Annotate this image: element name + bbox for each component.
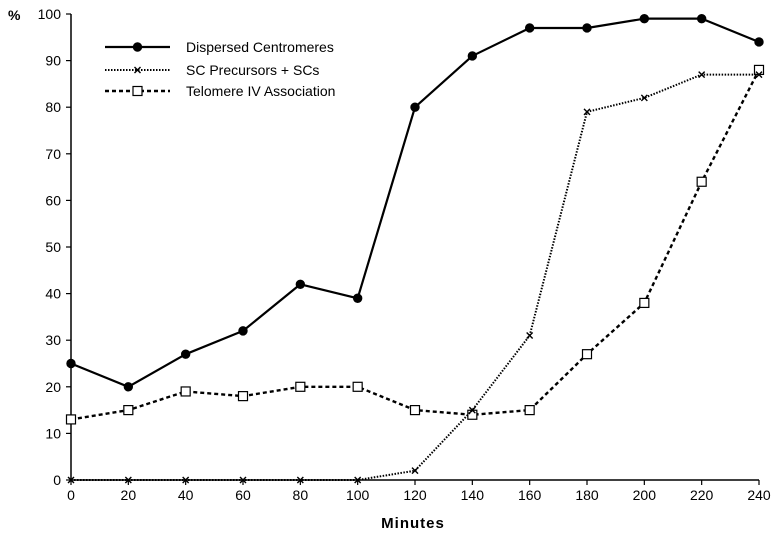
legend-label: Dispersed Centromeres [186,39,334,55]
y-tick-label: 100 [38,6,62,22]
data-point-circle [582,23,592,33]
y-tick-label: 50 [45,239,61,255]
data-point-x [134,66,141,74]
data-point-square [237,391,249,402]
data-point-circle [123,382,134,392]
data-point-circle [238,326,248,336]
data-point-square [123,405,134,416]
data-point-circle [66,358,76,369]
data-point-square [295,381,306,392]
data-point-circle [696,13,707,24]
data-point-circle [754,37,764,47]
x-tick-label: 20 [121,487,137,503]
y-tick-label: 70 [45,146,61,162]
series-line [70,17,760,388]
data-point-x [698,71,706,79]
x-tick-label: 180 [575,487,599,503]
y-tick-label: 30 [45,332,61,348]
y-axis: 0 10 20 30 40 50 60 70 80 90 100 [38,6,72,488]
x-tick-label: 40 [178,487,194,503]
data-point-x [755,71,763,79]
series-sc-precursors-scs [67,71,763,484]
series-line [70,69,761,421]
data-point-circle [295,279,306,289]
data-point-square [753,64,765,76]
data-point-circle [352,293,363,303]
data-point-x [182,476,190,484]
legend-entry: SC Precursors + SCs [105,62,319,78]
data-point-square [639,297,650,309]
data-point-x [468,406,476,414]
data-point-square [409,405,421,416]
data-point-square [696,176,707,187]
data-point-circle [524,23,535,33]
data-point-x [67,476,75,484]
y-axis-label: % [8,7,21,23]
data-point-x [124,476,132,484]
x-tick-label: 140 [461,487,485,503]
data-point-square [132,85,143,97]
y-tick-label: 90 [45,53,61,69]
legend-entry: Dispersed Centromeres [105,39,334,55]
y-tick-label: 0 [53,472,61,488]
y-tick-label: 40 [45,286,61,302]
legend-entry: Telomere IV Association [105,83,335,99]
x-tick-label: 160 [518,487,542,503]
x-tick-label: 0 [67,487,75,503]
data-point-square [180,386,191,397]
data-point-x [640,94,648,102]
data-point-square [352,381,363,392]
x-tick-label: 120 [403,487,427,503]
data-point-x [239,476,247,484]
data-point-square [467,409,478,420]
series-dispersed-centromeres [66,13,764,392]
data-point-x [411,467,419,475]
y-tick-label: 20 [45,379,61,395]
x-tick-label: 200 [633,487,657,503]
x-tick-label: 80 [293,487,309,503]
plot-series [65,13,765,484]
data-point-x [354,476,362,484]
x-axis-label: Minutes [381,515,445,532]
x-axis: 0 20 40 60 80 100 120 140 160 180 200 220 240 [67,479,771,503]
data-point-x [526,332,534,340]
x-tick-label: 100 [346,487,370,503]
data-point-circle [180,349,191,359]
x-tick-label: 60 [235,487,251,503]
series-telomere-iv-association [65,64,765,425]
x-tick-label: 220 [690,487,714,503]
y-tick-label: 60 [45,192,61,208]
data-point-x [583,108,591,116]
data-point-circle [639,13,650,24]
data-point-square [581,349,593,360]
y-tick-label: 10 [45,425,61,441]
data-point-x [296,476,304,484]
legend: Dispersed Centromeres SC Precursors + SCs… [105,39,335,99]
data-point-square [524,405,535,416]
data-point-circle [132,42,143,52]
data-point-circle [467,51,478,61]
data-point-square [65,414,77,425]
x-tick-label: 240 [747,487,771,503]
legend-label: Telomere IV Association [186,83,335,99]
y-tick-label: 80 [45,99,61,115]
legend-label: SC Precursors + SCs [186,62,319,78]
data-point-circle [410,102,420,112]
